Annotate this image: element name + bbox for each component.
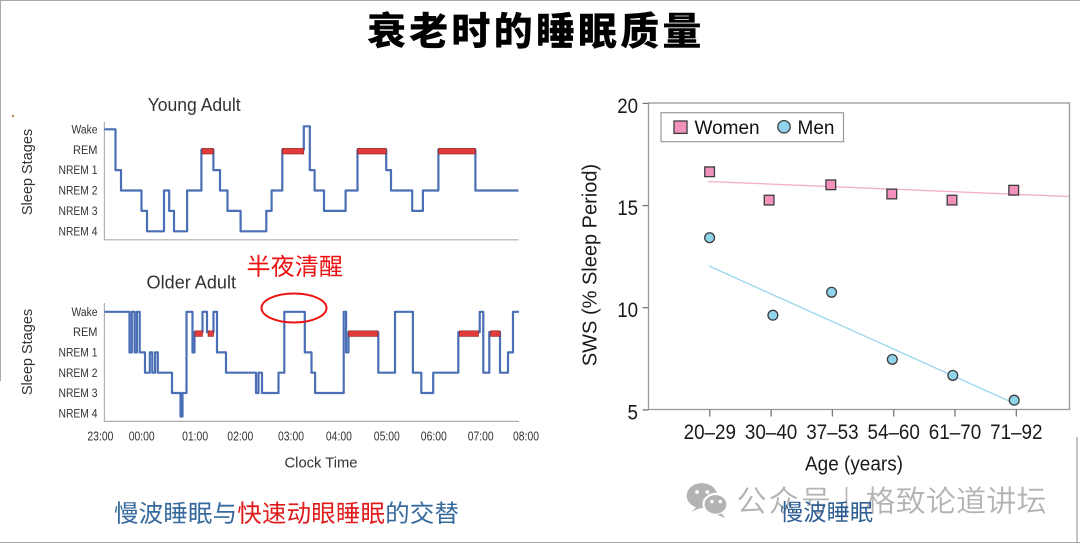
svg-text:Young Adult: Young Adult (148, 95, 241, 115)
svg-text:NREM 1: NREM 1 (59, 348, 98, 360)
svg-text:REM: REM (73, 327, 98, 339)
svg-text:03:00: 03:00 (278, 430, 304, 444)
svg-text:5: 5 (628, 401, 639, 424)
svg-text:Wake: Wake (72, 124, 98, 136)
svg-text:Age (years): Age (years) (805, 454, 903, 476)
svg-text:05:00: 05:00 (374, 430, 400, 444)
svg-text:NREM 3: NREM 3 (59, 388, 98, 400)
svg-text:15: 15 (617, 197, 638, 220)
svg-text:20: 20 (617, 95, 638, 118)
svg-text:NREM 1: NREM 1 (59, 165, 98, 177)
svg-text:06:00: 06:00 (421, 430, 447, 444)
svg-text:Sleep Stages: Sleep Stages (20, 309, 36, 395)
svg-text:Men: Men (798, 118, 835, 139)
svg-text:01:00: 01:00 (182, 430, 208, 444)
svg-text:37–53: 37–53 (806, 421, 858, 444)
svg-text:20–29: 20–29 (684, 421, 736, 444)
svg-text:REM: REM (73, 145, 98, 157)
svg-text:Clock Time: Clock Time (285, 455, 358, 472)
svg-text:NREM 2: NREM 2 (59, 186, 98, 198)
svg-text:Older Adult: Older Adult (147, 273, 237, 293)
svg-text:NREM 4: NREM 4 (59, 408, 99, 420)
svg-text:08:00: 08:00 (513, 430, 539, 444)
svg-text:07:00: 07:00 (468, 430, 494, 444)
svg-text:Women: Women (695, 118, 760, 139)
svg-text:30–40: 30–40 (745, 421, 797, 444)
svg-text:71–92: 71–92 (990, 421, 1042, 444)
svg-text:SWS (% Sleep Period): SWS (% Sleep Period) (580, 164, 602, 366)
svg-text:Sleep Stages: Sleep Stages (20, 129, 36, 215)
svg-text:54–60: 54–60 (868, 421, 920, 444)
svg-text:NREM 4: NREM 4 (59, 226, 99, 238)
svg-text:NREM 3: NREM 3 (59, 206, 98, 218)
svg-text:00:00: 00:00 (129, 430, 155, 444)
svg-text:61–70: 61–70 (929, 421, 981, 444)
svg-text:NREM 2: NREM 2 (59, 368, 98, 380)
svg-text:02:00: 02:00 (227, 430, 253, 444)
svg-text:Wake: Wake (72, 307, 98, 319)
svg-text:10: 10 (617, 299, 638, 322)
svg-text:23:00: 23:00 (87, 430, 113, 444)
svg-text:04:00: 04:00 (326, 430, 352, 444)
